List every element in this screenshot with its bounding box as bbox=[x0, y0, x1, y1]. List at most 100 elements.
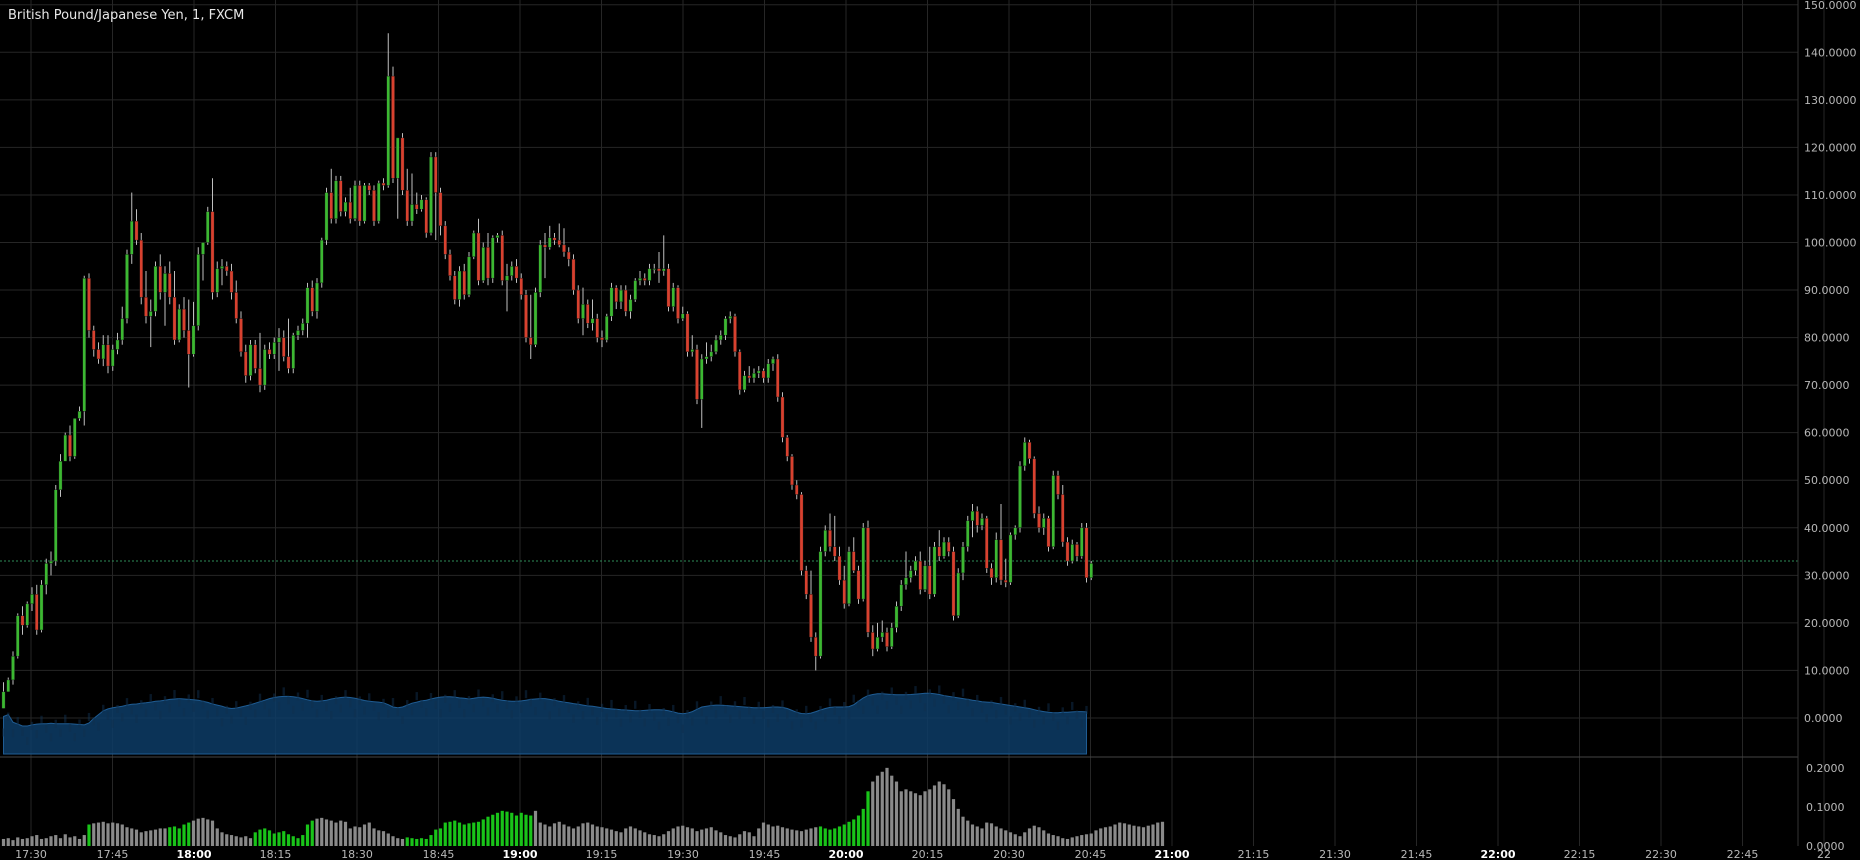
hist-bar bbox=[315, 818, 319, 846]
hist-bar bbox=[1141, 827, 1146, 846]
hist-bar bbox=[776, 825, 780, 846]
candle-body bbox=[704, 356, 709, 360]
volume-bar bbox=[586, 697, 589, 706]
hist-bar bbox=[462, 824, 466, 846]
volume-bar bbox=[900, 705, 903, 714]
hist-bar bbox=[443, 822, 447, 846]
volume-bar bbox=[277, 701, 281, 710]
candle-body bbox=[182, 308, 186, 331]
volume-bar bbox=[187, 694, 190, 703]
volume-bar bbox=[401, 716, 404, 724]
y-tick-label: 140.0000 bbox=[1804, 46, 1857, 59]
y-tick-label: 80.0000 bbox=[1804, 332, 1850, 345]
volume-bar bbox=[429, 693, 433, 702]
hist-bar bbox=[44, 838, 48, 846]
hist-bar bbox=[871, 781, 875, 846]
volume-bar bbox=[591, 707, 594, 716]
hist-bar bbox=[115, 823, 120, 846]
hist-bar bbox=[149, 830, 153, 846]
candle-body bbox=[861, 527, 866, 600]
candle-body bbox=[638, 277, 642, 281]
candle-body bbox=[329, 192, 334, 219]
volume-bar bbox=[866, 689, 870, 698]
candle-body bbox=[965, 520, 970, 547]
volume-bar bbox=[220, 718, 224, 727]
volume-bar bbox=[406, 700, 409, 709]
hist-bar bbox=[1151, 824, 1155, 846]
candle-body bbox=[837, 556, 842, 581]
hist-bar bbox=[562, 824, 566, 846]
x-tick-label: 22:15 bbox=[1564, 848, 1596, 860]
candle-body bbox=[514, 266, 519, 279]
volume-bar bbox=[776, 714, 779, 722]
volume-bar bbox=[985, 714, 988, 723]
candle-body bbox=[381, 182, 386, 186]
volume-bar bbox=[45, 724, 48, 733]
candle-body bbox=[229, 270, 234, 293]
volume-bar bbox=[439, 709, 442, 718]
candle-body bbox=[566, 251, 571, 260]
hist-bar bbox=[828, 829, 832, 846]
volume-bar bbox=[396, 707, 399, 716]
candle-body bbox=[362, 185, 367, 222]
candle-body bbox=[243, 351, 248, 376]
hist-bar bbox=[234, 836, 238, 846]
volume-bar bbox=[748, 706, 751, 715]
hist-bar bbox=[1004, 830, 1008, 846]
x-tick-label: 20:30 bbox=[993, 848, 1025, 860]
candle-body bbox=[319, 239, 324, 284]
candle-body bbox=[780, 396, 785, 438]
volume-bar bbox=[947, 705, 950, 714]
candle-body bbox=[528, 337, 533, 345]
y-tick-label: 0.0000 bbox=[1804, 712, 1843, 725]
volume-bar bbox=[767, 719, 770, 728]
volume-bar bbox=[648, 704, 651, 713]
volume-bar bbox=[795, 709, 798, 718]
candle-body bbox=[676, 287, 680, 319]
candle-body bbox=[452, 275, 457, 300]
hist-bar bbox=[101, 821, 105, 846]
volume-bar bbox=[933, 698, 936, 707]
hist-bar bbox=[11, 840, 15, 846]
candle-body bbox=[851, 551, 856, 571]
volume-bar bbox=[372, 702, 376, 711]
volume-bar bbox=[1047, 703, 1050, 712]
hist-bar bbox=[362, 824, 367, 846]
hist-bar bbox=[738, 834, 742, 846]
candle-body bbox=[870, 632, 875, 650]
candle-body bbox=[1079, 527, 1084, 557]
hist-bar bbox=[904, 789, 908, 846]
volume-bar bbox=[1075, 710, 1079, 719]
volume-bar bbox=[349, 699, 352, 708]
hist-bar bbox=[671, 828, 675, 846]
hist-bar bbox=[942, 784, 946, 846]
volume-bar bbox=[26, 737, 29, 745]
candle-body bbox=[39, 584, 44, 631]
hist-bar bbox=[248, 838, 253, 846]
volume-bar bbox=[501, 691, 504, 700]
volume-bar bbox=[629, 714, 632, 723]
hist-bar bbox=[1027, 828, 1032, 846]
volume-bar bbox=[1056, 721, 1060, 730]
candle-body bbox=[828, 529, 832, 547]
hist-bar bbox=[495, 812, 500, 846]
candle-body bbox=[975, 510, 980, 526]
candle-body bbox=[932, 546, 937, 595]
hist-bar bbox=[6, 838, 10, 846]
hist-bar bbox=[709, 827, 713, 846]
candle-body bbox=[400, 137, 405, 191]
volume-bar bbox=[1033, 719, 1036, 728]
volume-bar bbox=[667, 717, 670, 726]
hist-bar bbox=[1122, 823, 1127, 846]
volume-bar bbox=[581, 711, 585, 720]
hist-bar bbox=[605, 828, 609, 846]
hist-bar bbox=[476, 821, 481, 846]
volume-bar bbox=[786, 710, 789, 719]
candle-body bbox=[405, 189, 410, 222]
candle-body bbox=[1041, 518, 1046, 528]
hist-bar bbox=[244, 836, 248, 846]
volume-bar bbox=[771, 705, 775, 713]
hist-bar bbox=[885, 767, 889, 846]
x-tick-label: 20:00 bbox=[828, 848, 863, 860]
